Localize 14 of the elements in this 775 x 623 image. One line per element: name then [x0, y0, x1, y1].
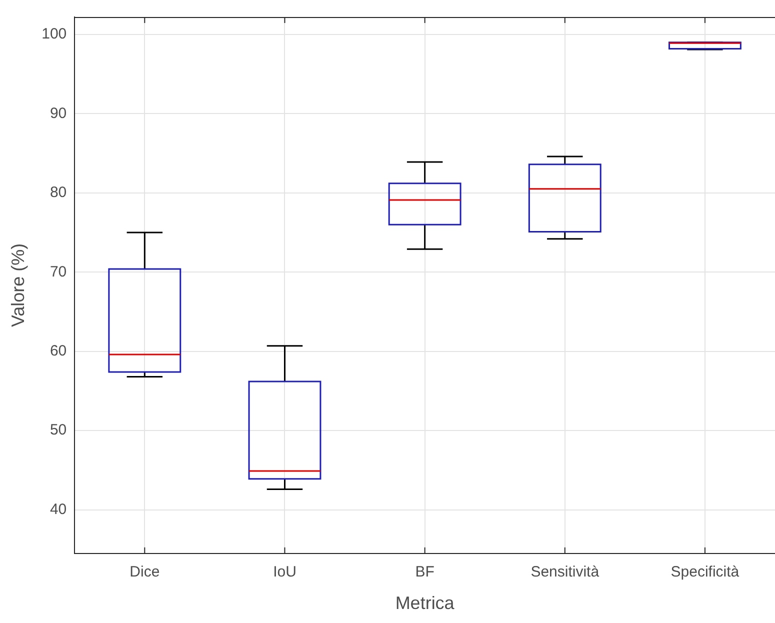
x-tick-label: IoU — [273, 564, 296, 581]
x-tick-label: Dice — [130, 564, 160, 581]
y-tick-label: 40 — [50, 500, 67, 518]
y-tick-label: 90 — [50, 104, 67, 122]
y-tick-label: 50 — [50, 422, 67, 439]
x-tick-label: Specificità — [670, 564, 740, 581]
y-tick-label: 70 — [50, 263, 67, 280]
x-tick-label: Sensitività — [530, 564, 600, 581]
x-tick-label: BF — [415, 564, 434, 581]
y-tick-label: 60 — [50, 342, 67, 360]
y-tick-label: 100 — [42, 26, 67, 43]
x-axis-title: Metrica — [395, 593, 456, 614]
y-tick-label: 80 — [50, 184, 67, 202]
y-axis-title: Valore (%) — [8, 243, 28, 328]
